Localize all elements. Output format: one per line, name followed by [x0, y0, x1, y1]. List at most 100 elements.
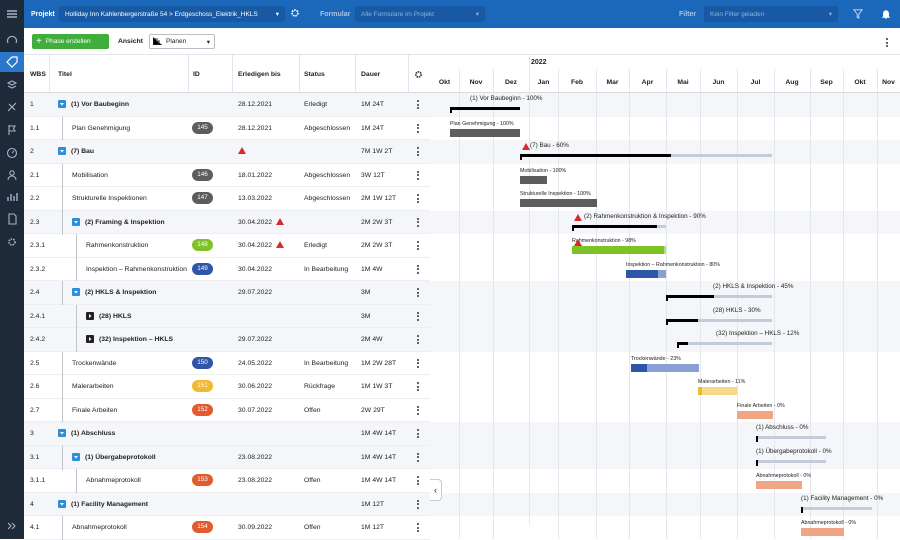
flag-icon[interactable] — [0, 120, 24, 140]
tools-icon[interactable] — [0, 97, 24, 117]
id-badge[interactable]: 153 — [192, 474, 213, 486]
bell-icon[interactable] — [881, 9, 891, 21]
row-menu-icon[interactable] — [417, 146, 420, 157]
row-menu-icon[interactable] — [417, 358, 420, 369]
add-phase-button[interactable]: + Phase erstellen — [32, 34, 109, 49]
gantt-task-bar[interactable] — [801, 528, 844, 536]
collapse-toggle-icon[interactable] — [72, 217, 80, 226]
row-menu-icon[interactable] — [417, 452, 420, 463]
gantt-task-bar[interactable] — [737, 410, 773, 419]
col-erledigen[interactable]: Erledigen bis — [238, 71, 281, 78]
chart-icon[interactable] — [0, 187, 24, 207]
row-menu-icon[interactable] — [417, 287, 420, 298]
stack-icon[interactable] — [0, 75, 24, 95]
expand-sidebar-icon[interactable] — [0, 516, 24, 536]
table-row[interactable]: 2.4.2 (32) Inspektion – HKLS 29.07.2022 2M … — [24, 328, 430, 352]
filter-select[interactable]: Kein Filter geladen ▾ — [704, 6, 838, 22]
col-wbs[interactable]: WBS — [30, 71, 46, 78]
collapse-toggle-icon[interactable] — [58, 499, 66, 508]
table-row[interactable]: 4.1 Abnahmeprotokoll 154 30.09.2022 Offen 1M … — [24, 516, 430, 540]
row-menu-icon[interactable] — [417, 170, 420, 181]
table-row[interactable]: 2.4.1 (28) HKLS 3M — [24, 304, 430, 329]
id-badge[interactable]: 150 — [192, 356, 213, 369]
more-options-icon[interactable] — [886, 37, 889, 48]
row-menu-icon[interactable] — [417, 381, 420, 392]
row-wbs: 3.1.1 — [30, 477, 46, 484]
table-row[interactable]: 2.3.2 Inspektion – Rahmenkonstruktion 149 3… — [24, 257, 430, 282]
gantt-bar-label: (32) Inspektion – HKLS - 12% — [716, 330, 800, 337]
gantt-summary-bar[interactable] — [801, 506, 872, 510]
row-menu-icon[interactable] — [417, 475, 420, 486]
column-settings-icon[interactable] — [414, 70, 423, 81]
gantt-summary-bar[interactable] — [666, 295, 772, 298]
row-menu-icon[interactable] — [417, 217, 420, 228]
table-row[interactable]: 2.3 (2) Framing & Inspektion 30.04.2022 2M … — [24, 210, 430, 235]
dashboard-icon[interactable] — [0, 30, 24, 50]
col-dauer[interactable]: Dauer — [361, 71, 381, 78]
project-select[interactable]: Holliday Inn Kahlenbergerstraße 54 > Erd… — [59, 6, 285, 22]
id-badge[interactable]: 152 — [192, 403, 213, 416]
gantt-task-bar[interactable] — [631, 363, 699, 372]
row-menu-icon[interactable] — [417, 334, 420, 345]
funnel-icon[interactable] — [852, 9, 864, 21]
collapse-toggle-icon[interactable] — [58, 100, 66, 108]
gear-icon[interactable] — [290, 8, 300, 20]
expand-toggle-icon[interactable] — [86, 335, 94, 343]
table-row[interactable]: 4 (1) Facility Management 1M 12T — [24, 492, 430, 516]
table-row[interactable]: 3 (1) Abschluss 1M 4W 14T — [24, 422, 430, 446]
gantt-summary-bar[interactable] — [677, 342, 772, 345]
row-menu-icon[interactable] — [417, 240, 420, 251]
formular-select[interactable]: Alle Formulare im Projekt ▾ — [355, 6, 485, 22]
gantt-summary-bar[interactable] — [756, 459, 826, 463]
table-row[interactable]: 2.3.1 Rahmenkonstruktion 148 30.04.2022 Erle… — [24, 234, 430, 258]
row-menu-icon[interactable] — [417, 99, 420, 110]
gauge-icon[interactable] — [0, 143, 24, 163]
table-row[interactable]: 1.1 Plan Genehmigung 145 28.12.2021 Abgeschl… — [24, 116, 430, 141]
collapse-toggle-icon[interactable] — [58, 147, 66, 155]
table-row[interactable]: 1 (1) Vor Baubeginn 28.12.2021 Erledigt 1M 2… — [24, 93, 430, 117]
row-menu-icon[interactable] — [417, 193, 420, 204]
col-id[interactable]: ID — [193, 71, 200, 78]
table-row[interactable]: 2 (7) Bau 7M 1W 2T — [24, 140, 430, 164]
collapse-panel-button[interactable]: ‹ — [430, 479, 442, 501]
id-badge[interactable]: 149 — [192, 262, 213, 275]
col-titel[interactable]: Titel — [58, 71, 72, 78]
table-row[interactable]: 2.5 Trockenwände 150 24.05.2022 In Bearbeitu… — [24, 351, 430, 376]
table-row[interactable]: 3.1 (1) Übergabeprotokoll 23.08.2022 1M 4W … — [24, 445, 430, 470]
gantt-summary-bar[interactable] — [756, 436, 826, 439]
row-menu-icon[interactable] — [417, 123, 420, 134]
gantt-task-bar[interactable] — [698, 387, 737, 395]
table-row[interactable]: 2.7 Finale Arbeiten 152 30.07.2022 Offen 2W 2… — [24, 398, 430, 423]
row-menu-icon[interactable] — [417, 405, 420, 416]
user-icon[interactable] — [0, 165, 24, 185]
collapse-toggle-icon[interactable] — [72, 452, 80, 461]
collapse-toggle-icon[interactable] — [58, 429, 66, 437]
expand-toggle-icon[interactable] — [86, 311, 94, 320]
id-badge[interactable]: 145 — [192, 121, 213, 134]
logo-icon[interactable] — [0, 4, 24, 24]
id-badge[interactable]: 148 — [192, 239, 213, 251]
col-status[interactable]: Status — [304, 71, 325, 78]
table-row[interactable]: 2.1 Mobilisation 146 18.01.2022 Abgeschlosse… — [24, 163, 430, 188]
row-menu-icon[interactable] — [417, 522, 420, 533]
table-row[interactable]: 2.4 (2) HKLS & Inspektion 29.07.2022 3M — [24, 281, 430, 305]
gantt-summary-bar[interactable] — [666, 318, 772, 322]
id-badge[interactable]: 151 — [192, 380, 213, 392]
row-menu-icon[interactable] — [417, 499, 420, 510]
table-row[interactable]: 2.2 Strukturelle Inspektionen 147 13.03.202… — [24, 187, 430, 211]
row-menu-icon[interactable] — [417, 311, 420, 322]
row-date: 24.05.2022 — [238, 359, 273, 367]
row-menu-icon[interactable] — [417, 264, 420, 275]
id-badge[interactable]: 154 — [192, 521, 213, 533]
tag-icon[interactable] — [0, 52, 24, 72]
id-badge[interactable]: 147 — [192, 192, 213, 204]
view-select[interactable]: Planen ▾ — [149, 34, 215, 49]
table-row[interactable]: 2.6 Malerarbeiten 151 30.06.2022 Rückfrage 1M… — [24, 375, 430, 399]
gantt-task-bar[interactable] — [756, 481, 802, 489]
id-badge[interactable]: 146 — [192, 168, 213, 181]
settings-icon[interactable] — [0, 232, 24, 252]
document-icon[interactable] — [0, 209, 24, 229]
collapse-toggle-icon[interactable] — [72, 288, 80, 296]
table-row[interactable]: 3.1.1 Abnahmeprotokoll 153 23.08.2022 Offen 1… — [24, 469, 430, 493]
row-menu-icon[interactable] — [417, 428, 420, 439]
